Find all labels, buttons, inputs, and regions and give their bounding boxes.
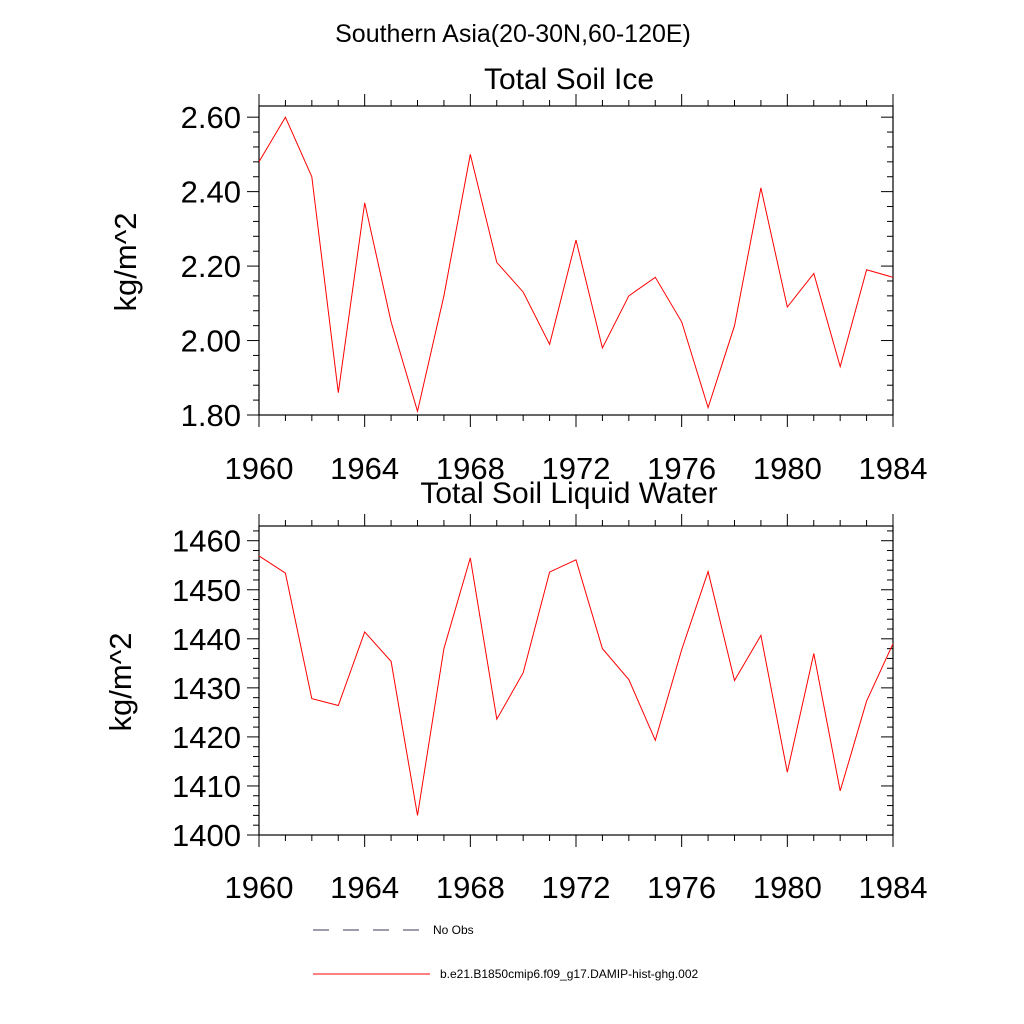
y-axis-label-soil-liquid-water: kg/m^2	[103, 633, 138, 732]
figure-title: Southern Asia(20-30N,60-120E)	[335, 20, 691, 48]
y-tick-label: 2.60	[181, 100, 241, 135]
x-tick-label: 1984	[859, 870, 928, 905]
series-line-soil-ice	[258, 116, 894, 414]
y-tick-label: 1400	[172, 818, 241, 853]
x-tick-label: 1960	[225, 870, 294, 905]
x-tick-label: 1964	[330, 870, 399, 905]
y-tick-label: 1450	[172, 573, 241, 608]
x-tick-label: 1964	[330, 451, 399, 486]
axis-ticks-soil-liquid-water	[247, 514, 894, 847]
x-tick-label: 1972	[542, 870, 611, 905]
y-tick-label: 1420	[172, 720, 241, 755]
axis-ticks-soil-ice	[247, 94, 894, 427]
panel-soil-ice: Total Soil Ice kg/m^2 1960 1964 1968 1972 19…	[108, 63, 927, 486]
y-tick-label: 1430	[172, 671, 241, 706]
x-tick-label: 1972	[542, 451, 611, 486]
x-tick-label: 1968	[436, 870, 505, 905]
panel-title-soil-liquid-water: Total Soil Liquid Water	[420, 477, 717, 510]
tick-labels-soil-liquid-water: 1960 1964 1968 1972 1976 1980 1984 1400 1410 1420…	[172, 524, 927, 905]
y-tick-label: 1.80	[181, 398, 241, 433]
y-tick-label: 1410	[172, 769, 241, 804]
legend-label-model-run: b.e21.B1850cmip6.f09_g17.DAMIP-hist-ghg.…	[440, 967, 698, 981]
x-tick-label: 1980	[753, 451, 822, 486]
y-axis-label-soil-ice: kg/m^2	[108, 213, 143, 312]
x-tick-label: 1968	[436, 451, 505, 486]
y-tick-label: 1460	[172, 524, 241, 559]
legend-label-no-obs: No Obs	[433, 923, 474, 937]
y-tick-label: 1440	[172, 622, 241, 657]
series-line-soil-liquid-water	[258, 555, 894, 816]
x-tick-label: 1980	[753, 870, 822, 905]
tick-labels-soil-ice: 1960 1964 1968 1972 1976 1980 1984 1.80 2.00 2.20…	[181, 100, 928, 486]
x-tick-label: 1960	[225, 451, 294, 486]
plot-frame-soil-liquid-water	[258, 525, 894, 836]
x-tick-label: 1984	[859, 451, 928, 486]
x-tick-label: 1976	[647, 451, 716, 486]
y-tick-label: 2.00	[181, 324, 241, 359]
plot-frame-soil-ice	[258, 105, 894, 416]
panel-soil-liquid-water: Total Soil Liquid Water kg/m^2 1960 1964 1…	[103, 477, 927, 905]
x-tick-label: 1976	[647, 870, 716, 905]
y-tick-label: 2.40	[181, 175, 241, 210]
y-tick-label: 2.20	[181, 249, 241, 284]
panel-title-soil-ice: Total Soil Ice	[484, 63, 654, 96]
legend: No Obs b.e21.B1850cmip6.f09_g17.DAMIP-hi…	[313, 923, 698, 981]
